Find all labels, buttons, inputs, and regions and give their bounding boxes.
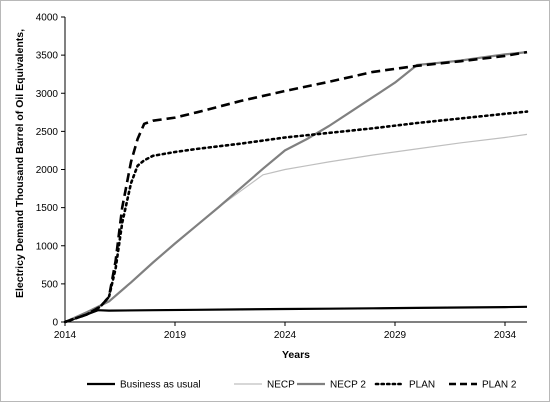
y-axis-ticks: 0 500 1000 1500 2000 2500 3000 3500 4000: [36, 13, 65, 329]
y-tick-label: 4000: [36, 13, 59, 24]
legend-label: PLAN 2: [482, 380, 517, 391]
series-line-plan: [63, 110, 529, 324]
y-tick-label: 500: [41, 279, 58, 290]
y-tick-label: 2000: [36, 165, 59, 176]
y-tick-label: 3500: [36, 51, 59, 62]
y-tick-label: 3000: [36, 89, 59, 100]
legend-label: PLAN: [409, 380, 435, 391]
series-layer: [63, 50, 529, 324]
legend-label: NECP 2: [330, 380, 366, 391]
series-line-necp-2: [64, 51, 528, 324]
legend-label: NECP: [267, 380, 295, 391]
x-axis-title: Years: [282, 349, 310, 361]
x-tick-label: 2024: [274, 330, 297, 341]
series-line-business-as-usual: [64, 305, 528, 324]
legend-label: Business as usual: [120, 380, 201, 391]
y-tick-label: 2500: [36, 127, 59, 138]
x-tick-label: 2014: [54, 330, 77, 341]
x-axis-ticks: 2014 2019 2024 2029 2034: [54, 322, 517, 341]
y-tick-label: 1000: [36, 241, 59, 252]
x-tick-label: 2029: [384, 330, 407, 341]
series-line-plan-2: [64, 50, 528, 324]
y-tick-label: 0: [52, 318, 58, 329]
x-tick-label: 2034: [494, 330, 517, 341]
legend: Business as usual NECP NECP 2 PLAN PLAN 2: [87, 380, 517, 391]
y-axis-title: Electricy Demand Thousand Barrel of Oil …: [14, 29, 26, 298]
x-tick-label: 2019: [164, 330, 187, 341]
series-line-necp: [64, 133, 528, 323]
y-tick-label: 1500: [36, 203, 59, 214]
